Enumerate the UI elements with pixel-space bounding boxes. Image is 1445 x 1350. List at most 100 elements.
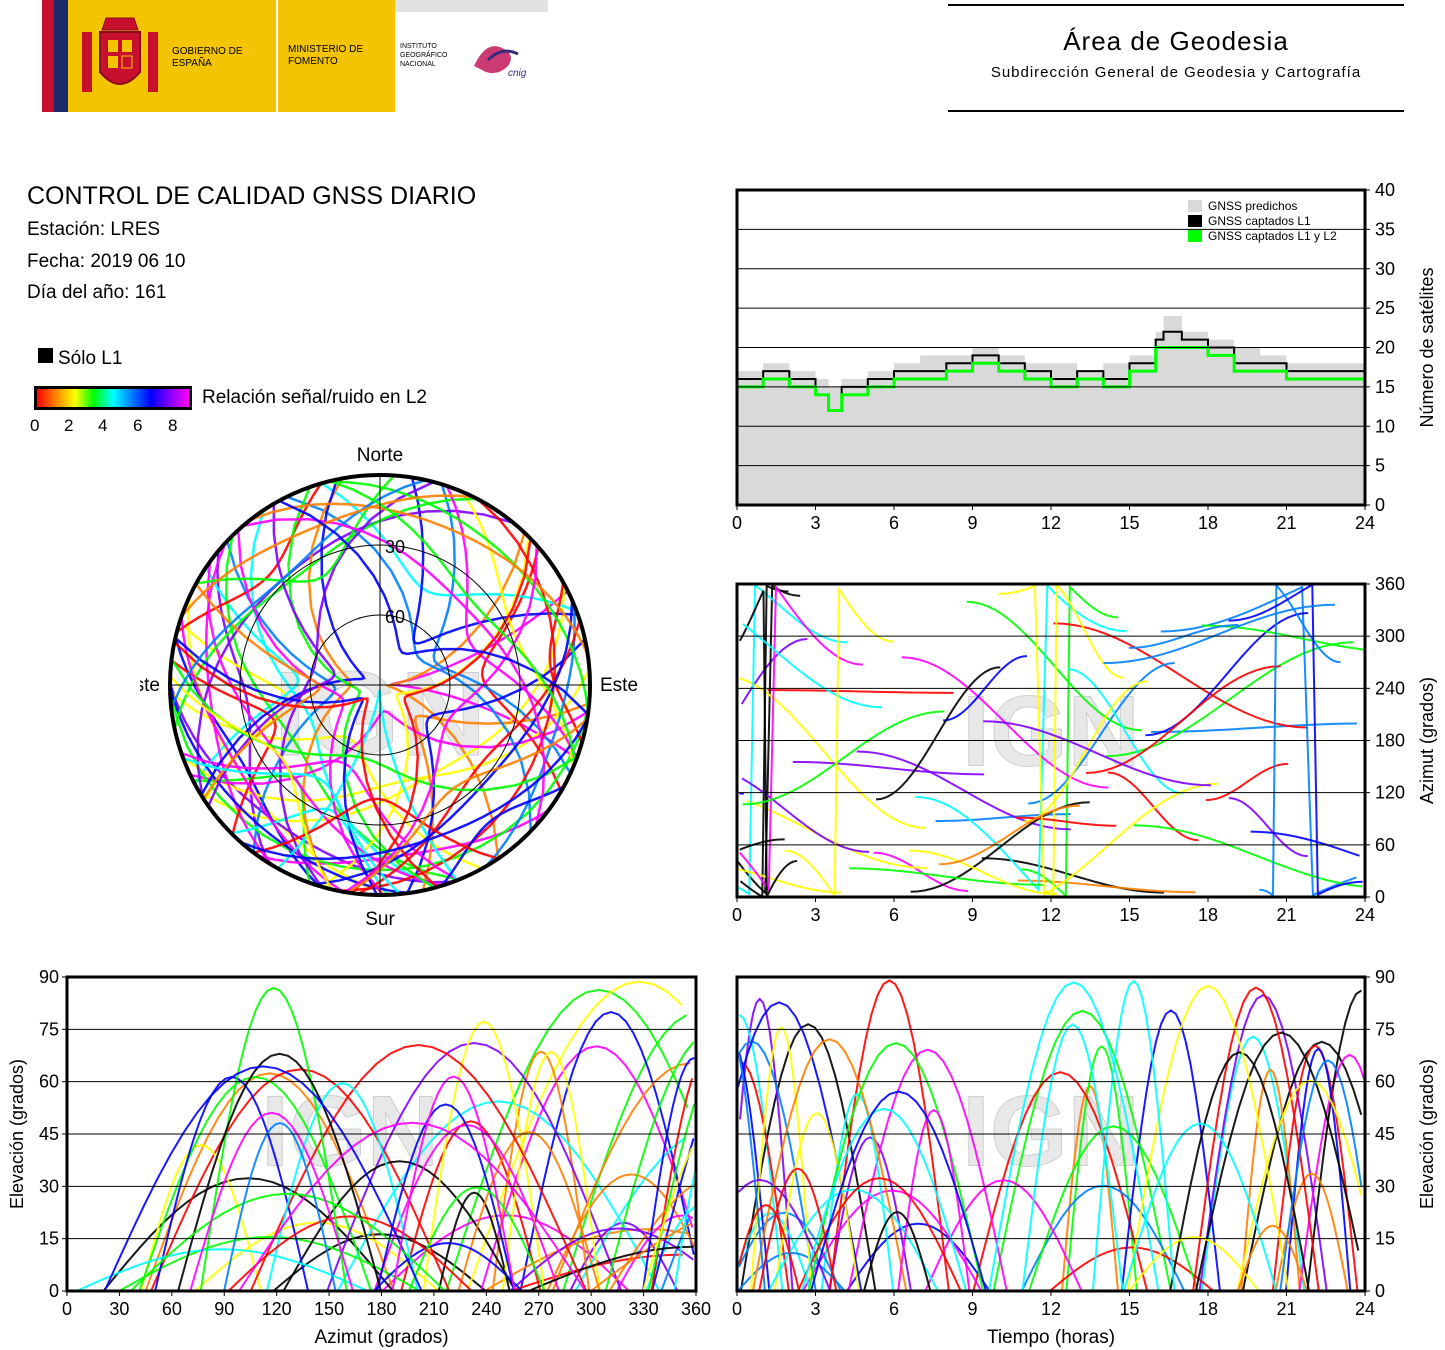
- satellite-track: [169, 675, 333, 891]
- satellite-azimuth-track: [1023, 680, 1148, 823]
- y-tick-label: 15: [39, 1229, 59, 1249]
- satellite-elevation-azimuth-track: [373, 1242, 523, 1292]
- satellite-elevation-time-track: [1021, 1023, 1124, 1292]
- skyplot-chart: IGN3060NorteSurEsteOeste: [140, 445, 638, 930]
- satellite-elevation-time-track: [863, 1210, 932, 1292]
- east-label: Este: [600, 675, 638, 696]
- north-label: Norte: [357, 445, 403, 466]
- satellite-elevation-azimuth-track: [189, 1111, 354, 1292]
- y-tick-label: 35: [1375, 219, 1395, 239]
- satellite-elevation-time-track: [1060, 1084, 1119, 1292]
- y-tick-label: 25: [1375, 298, 1395, 318]
- satellite-track: [440, 785, 565, 887]
- x-tick-label: 3: [810, 513, 820, 533]
- satellite-azimuth-track: [742, 710, 945, 806]
- legend-label: GNSS captados L1: [1208, 214, 1311, 228]
- satellite-track: [225, 535, 460, 881]
- y-tick-label: 10: [1375, 416, 1395, 436]
- satellite-azimuth-track: [1228, 583, 1363, 897]
- x-tick-label: 300: [576, 1299, 606, 1319]
- legend-swatch: [1188, 215, 1202, 227]
- x-tick-label: 6: [889, 1299, 899, 1319]
- satellite-elevation-time-track: [1198, 993, 1328, 1292]
- plot-frame: [735, 188, 1367, 507]
- y-tick-label: 30: [39, 1176, 59, 1196]
- satellite-elevation-time-track: [739, 1023, 877, 1292]
- logo-flag-stripe: [42, 0, 54, 112]
- watermark-text: IGN: [261, 1075, 439, 1187]
- satellite-elevation-azimuth-track: [223, 1122, 337, 1292]
- satellite-elevation-azimuth-track: [336, 1100, 661, 1292]
- y-axis-label: Elevación (grados): [1417, 1059, 1437, 1209]
- satellite-elevation-azimuth-track: [480, 1045, 694, 1292]
- satellite-azimuth-track: [1016, 816, 1117, 827]
- satellite-elevation-azimuth-track: [376, 1103, 516, 1292]
- satellite-azimuth-track: [1206, 762, 1289, 802]
- satellite-elevation-time-track: [758, 1167, 838, 1292]
- horizon-circle: [168, 473, 592, 897]
- x-tick-label: 150: [314, 1299, 344, 1319]
- satellite-elevation-time-track: [828, 1136, 912, 1292]
- satellite-azimuth-track: [915, 583, 1127, 893]
- y-tick-label: 75: [1375, 1019, 1395, 1039]
- y-tick-label: 0: [1375, 1281, 1385, 1301]
- satellite-elevation-time-track: [972, 1071, 1149, 1292]
- satellite-azimuth-track: [1107, 771, 1199, 842]
- x-tick-label: 24: [1355, 1299, 1375, 1319]
- y-tick-label: 30: [1375, 1176, 1395, 1196]
- x-tick-label: 120: [262, 1299, 292, 1319]
- satellite-elevation-time-track: [820, 1092, 895, 1292]
- x-tick-label: 0: [732, 905, 742, 925]
- satellite-track: [182, 756, 401, 895]
- satellite-azimuth-track: [741, 777, 870, 853]
- x-tick-label: 6: [889, 905, 899, 925]
- date-label: Fecha: 2019 06 10: [27, 251, 186, 272]
- satellite-elevation-azimuth-track: [150, 1068, 451, 1292]
- x-tick-label: 60: [162, 1299, 182, 1319]
- satellite-track: [445, 485, 579, 759]
- satellite-azimuth-track: [1160, 585, 1357, 897]
- y-tick-label: 45: [1375, 1124, 1395, 1144]
- satellite-azimuth-track: [739, 583, 863, 893]
- satellite-azimuth-track: [784, 586, 894, 899]
- satellite-elevation-time-track: [737, 1053, 766, 1292]
- satellite-elevation-time-track: [1236, 1079, 1363, 1292]
- satellite-track: [240, 718, 589, 861]
- satellite-elevation-time-track: [1123, 1122, 1278, 1292]
- x-tick-label: 3: [810, 905, 820, 925]
- y-tick-label: 20: [1375, 338, 1395, 358]
- satellite-elevation-time-track: [738, 1053, 771, 1292]
- satellite-elevation-azimuth-track: [445, 988, 689, 1292]
- y-tick-label: 0: [1375, 887, 1385, 907]
- satellite-elevation-azimuth-track: [408, 1186, 546, 1292]
- satellite-azimuth-track: [939, 804, 1080, 866]
- plot-frame: [735, 582, 1367, 899]
- x-axis-label: Azimut (grados): [314, 1327, 448, 1348]
- y-tick-label: 15: [1375, 1229, 1395, 1249]
- x-tick-label: 12: [1041, 905, 1061, 925]
- y-axis-label: Azimut (grados): [1417, 677, 1437, 804]
- y-tick-label: 90: [1375, 967, 1395, 987]
- satellite-track: [278, 499, 589, 716]
- y-tick-label: 60: [1375, 1072, 1395, 1092]
- header-rule-top: [948, 4, 1404, 6]
- y-tick-label: 240: [1375, 678, 1405, 698]
- x-tick-label: 21: [1276, 905, 1296, 925]
- satellite-azimuth-track: [856, 750, 1071, 831]
- satellite-azimuth-track: [792, 760, 984, 776]
- l1-only-swatch: [38, 348, 53, 363]
- ring-label: 30: [385, 537, 405, 557]
- satellite-azimuth-track: [1201, 624, 1364, 651]
- satellite-elevation-time-track: [828, 979, 950, 1292]
- doy-label: Día del año: 161: [27, 282, 167, 303]
- satellite-track: [461, 491, 575, 767]
- x-tick-label: 12: [1041, 1299, 1061, 1319]
- satellite-track: [242, 517, 546, 826]
- satellite-azimuth-track: [1145, 612, 1309, 737]
- logo-ministerio-text: MINISTERIO DE FOMENTO: [288, 44, 364, 67]
- satellite-elevation-azimuth-track: [551, 1062, 691, 1292]
- west-label: Oeste: [140, 675, 160, 696]
- satellite-track: [384, 532, 526, 859]
- satellite-elevation-time-track: [897, 1108, 971, 1292]
- logo-instituto-text: INSTITUTO GEOGRÁFICO NACIONAL: [400, 43, 448, 68]
